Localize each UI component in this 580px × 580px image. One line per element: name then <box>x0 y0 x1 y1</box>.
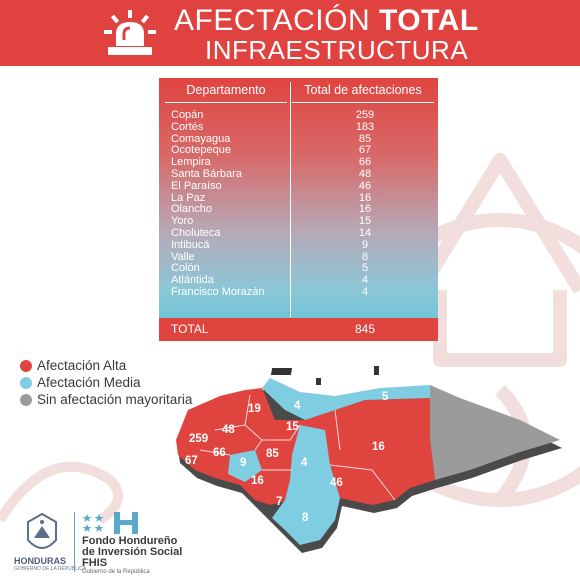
honduras-wordmark: HONDURAS <box>14 556 67 566</box>
map-label: 19 <box>248 403 261 415</box>
table-row: Atlántida 4 <box>171 274 369 287</box>
bay-islands <box>270 366 379 385</box>
honduras-coat-of-arms-icon <box>27 512 57 549</box>
region-gracias-a-dios <box>430 385 560 480</box>
table-body: Copán 259 Cortés 183 Comayagua 85 Ocotepequ… <box>171 109 431 299</box>
table-row: Lempira 66 <box>171 156 372 169</box>
footer-divider <box>74 512 75 572</box>
map-label: 4 <box>294 400 301 412</box>
map-label: 9 <box>240 457 246 469</box>
table-row: Valle 8 <box>171 250 369 263</box>
column-divider <box>290 82 291 317</box>
table-row: Intibucá 9 <box>171 238 369 251</box>
map-label: 85 <box>266 448 279 460</box>
map-label: 15 <box>286 421 299 433</box>
table-row: Colón 5 <box>171 262 369 275</box>
map-label: 259 <box>189 433 208 445</box>
column-header-departamento: Departamento <box>165 78 287 103</box>
afectaciones-table: Departamento Total de afectaciones Copán… <box>159 78 438 341</box>
table-row: La Paz 16 <box>171 191 372 204</box>
page-title: AFECTACIÓN TOTAL <box>174 4 479 37</box>
fhis-sub: Gobierno de la República <box>82 569 150 575</box>
table-row: Ocotepeque 67 <box>171 144 372 157</box>
map-label: 5 <box>382 391 389 403</box>
legend-dot-red <box>20 360 32 372</box>
siren-icon <box>104 10 156 55</box>
table-row: Francisco Morazán 4 <box>171 285 369 298</box>
total-row: TOTAL 845 <box>159 318 438 341</box>
map-label: 66 <box>213 447 226 459</box>
gov-line: GOBIERNO DE LA REPÚBLICA <box>14 566 87 572</box>
table-row: Olancho 16 <box>171 203 372 216</box>
fhis-line2: de Inversión Social <box>82 546 183 558</box>
header-banner: AFECTACIÓN TOTAL INFRAESTRUCTURA <box>0 0 580 66</box>
table-row: Santa Bárbara 48 <box>171 167 372 180</box>
fhis-line1: Fondo Hondureño <box>82 535 178 547</box>
region-intibuca <box>228 450 262 482</box>
map-label: 16 <box>251 475 264 487</box>
honduras-map: 19 4 5 15 48 259 66 9 85 16 67 16 4 46 7… <box>176 366 562 553</box>
map-label: 67 <box>185 455 198 467</box>
map-label: 46 <box>330 477 343 489</box>
table-row: Choluteca 14 <box>171 226 372 239</box>
fhis-logo-icon <box>82 512 138 534</box>
map-label: 7 <box>276 496 282 508</box>
map-label: 48 <box>222 424 235 436</box>
legend-dot-blue <box>20 377 32 389</box>
page-subtitle: INFRAESTRUCTURA <box>205 35 469 65</box>
map-label: 16 <box>372 441 385 453</box>
map-label: 4 <box>301 457 308 469</box>
department-borders <box>199 394 396 501</box>
table-row: Comayagua 85 <box>171 132 372 145</box>
fhis-acronym: FHIS <box>82 557 108 569</box>
table-row: Yoro 15 <box>171 215 372 228</box>
map-label: 8 <box>302 512 309 524</box>
watermark-swirl <box>0 461 123 525</box>
table-row: El Paraíso 46 <box>171 179 372 192</box>
legend-dot-grey <box>20 394 32 406</box>
region-north-blue <box>262 378 430 420</box>
column-header-total: Total de afectaciones <box>292 78 434 103</box>
table-row: Copán 259 <box>171 109 375 121</box>
region-center-south-blue <box>272 425 340 545</box>
table-row: Cortés 183 <box>171 120 375 133</box>
